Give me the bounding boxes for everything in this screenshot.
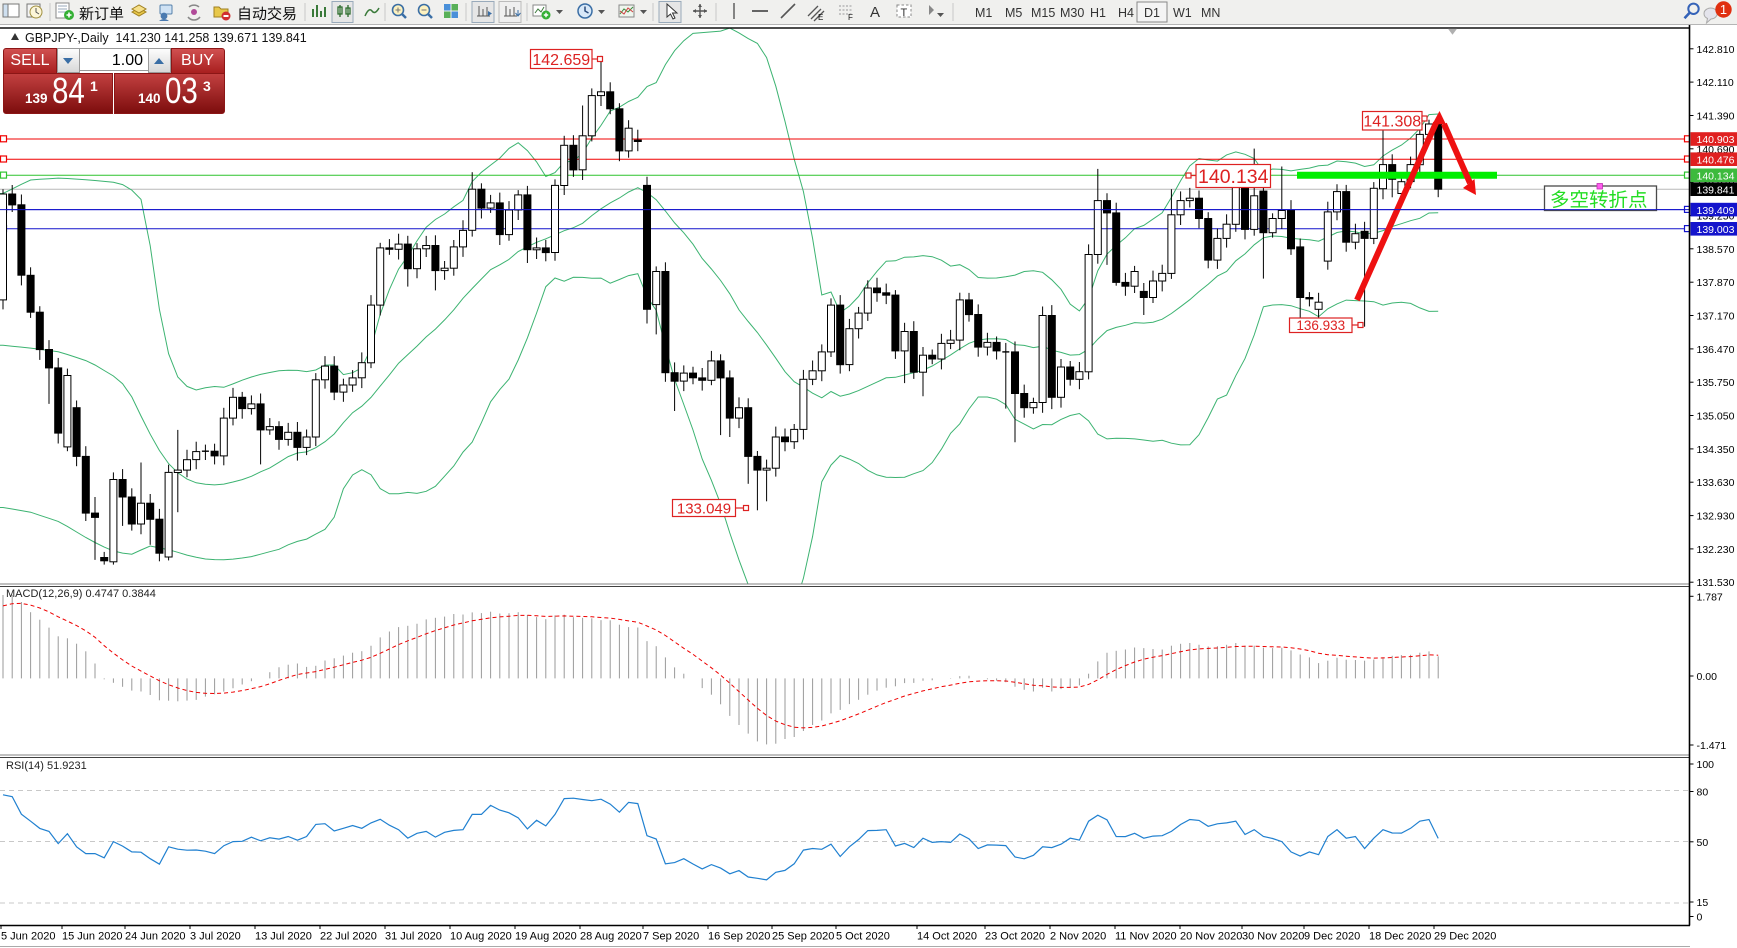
svg-text:142.810: 142.810 <box>1697 44 1735 56</box>
svg-text:140.134: 140.134 <box>1697 171 1735 183</box>
svg-text:139.841: 139.841 <box>1697 184 1735 196</box>
svg-text:140.134: 140.134 <box>1198 166 1269 188</box>
svg-text:132.230: 132.230 <box>1697 544 1735 556</box>
svg-text:9 Dec 2020: 9 Dec 2020 <box>1304 931 1360 943</box>
svg-text:135.750: 135.750 <box>1697 377 1735 389</box>
svg-text:10 Aug 2020: 10 Aug 2020 <box>450 931 512 943</box>
svg-text:138.570: 138.570 <box>1697 244 1735 256</box>
svg-text:MACD(12,26,9) 0.4747 0.3844: MACD(12,26,9) 0.4747 0.3844 <box>6 588 156 600</box>
svg-text:29 Dec 2020: 29 Dec 2020 <box>1434 931 1496 943</box>
svg-text:2 Nov 2020: 2 Nov 2020 <box>1050 931 1106 943</box>
svg-text:E: E <box>818 13 823 22</box>
svg-text:-1.471: -1.471 <box>1697 740 1727 752</box>
svg-text:M15: M15 <box>1031 6 1055 20</box>
svg-text:141.308: 141.308 <box>1363 114 1421 131</box>
svg-text:142.659: 142.659 <box>532 52 590 69</box>
svg-text:139.003: 139.003 <box>1697 224 1735 236</box>
svg-text:13 Jul 2020: 13 Jul 2020 <box>255 931 312 943</box>
svg-text:30 Nov 2020: 30 Nov 2020 <box>1242 931 1304 943</box>
svg-text:15: 15 <box>1697 897 1709 909</box>
svg-text:137.170: 137.170 <box>1697 311 1735 323</box>
svg-text:133.049: 133.049 <box>677 500 731 517</box>
svg-text:1.787: 1.787 <box>1697 591 1723 603</box>
svg-text:0.00: 0.00 <box>1697 671 1718 683</box>
svg-text:H4: H4 <box>1118 6 1134 20</box>
svg-text:139.409: 139.409 <box>1697 205 1735 217</box>
svg-text:16 Sep 2020: 16 Sep 2020 <box>708 931 770 943</box>
svg-text:MN: MN <box>1201 6 1220 20</box>
svg-text:20 Nov 2020: 20 Nov 2020 <box>1180 931 1242 943</box>
svg-text:136.933: 136.933 <box>1296 318 1345 333</box>
svg-text:A: A <box>870 4 880 21</box>
svg-text:131.530: 131.530 <box>1697 577 1735 589</box>
svg-text:50: 50 <box>1697 837 1709 849</box>
svg-text:M30: M30 <box>1060 6 1084 20</box>
svg-text:GBPJPY-,Daily 141.230 141.258: GBPJPY-,Daily 141.230 141.258 139.671 13… <box>25 31 307 45</box>
svg-text:80: 80 <box>1697 787 1709 799</box>
svg-text:132.930: 132.930 <box>1697 511 1735 523</box>
svg-text:28 Aug 2020: 28 Aug 2020 <box>580 931 642 943</box>
svg-text:140.476: 140.476 <box>1697 154 1735 166</box>
svg-text:5 Oct 2020: 5 Oct 2020 <box>836 931 890 943</box>
svg-text:140.903: 140.903 <box>1697 134 1735 146</box>
svg-text:135.050: 135.050 <box>1697 411 1735 423</box>
svg-text:D1: D1 <box>1144 6 1160 20</box>
svg-text:23 Oct 2020: 23 Oct 2020 <box>985 931 1045 943</box>
svg-text:100: 100 <box>1697 759 1715 771</box>
svg-text:31 Jul 2020: 31 Jul 2020 <box>385 931 442 943</box>
svg-text:M5: M5 <box>1005 6 1022 20</box>
svg-text:M1: M1 <box>975 6 992 20</box>
svg-text:18 Dec 2020: 18 Dec 2020 <box>1369 931 1431 943</box>
svg-text:T: T <box>901 7 908 19</box>
svg-text:136.470: 136.470 <box>1697 344 1735 356</box>
svg-text:5 Jun 2020: 5 Jun 2020 <box>1 931 55 943</box>
svg-text:11 Nov 2020: 11 Nov 2020 <box>1115 931 1177 943</box>
svg-text:14 Oct 2020: 14 Oct 2020 <box>917 931 977 943</box>
svg-text:7 Sep 2020: 7 Sep 2020 <box>643 931 699 943</box>
svg-text:22 Jul 2020: 22 Jul 2020 <box>320 931 377 943</box>
svg-text:24 Jun 2020: 24 Jun 2020 <box>125 931 186 943</box>
svg-text:142.110: 142.110 <box>1697 77 1734 89</box>
svg-text:W1: W1 <box>1173 6 1192 20</box>
svg-text:F: F <box>848 13 853 22</box>
svg-text:19 Aug 2020: 19 Aug 2020 <box>515 931 577 943</box>
svg-text:141.390: 141.390 <box>1697 111 1735 123</box>
svg-text:3 Jul 2020: 3 Jul 2020 <box>190 931 241 943</box>
svg-text:RSI(14) 51.9231: RSI(14) 51.9231 <box>6 760 87 772</box>
svg-text:137.870: 137.870 <box>1697 277 1735 289</box>
svg-text:134.350: 134.350 <box>1697 444 1735 456</box>
svg-text:133.630: 133.630 <box>1697 477 1735 489</box>
svg-text:25 Sep 2020: 25 Sep 2020 <box>772 931 834 943</box>
svg-text:15 Jun 2020: 15 Jun 2020 <box>62 931 123 943</box>
svg-text:H1: H1 <box>1090 6 1106 20</box>
svg-text:1: 1 <box>1720 2 1727 17</box>
svg-text:0: 0 <box>1697 912 1703 924</box>
